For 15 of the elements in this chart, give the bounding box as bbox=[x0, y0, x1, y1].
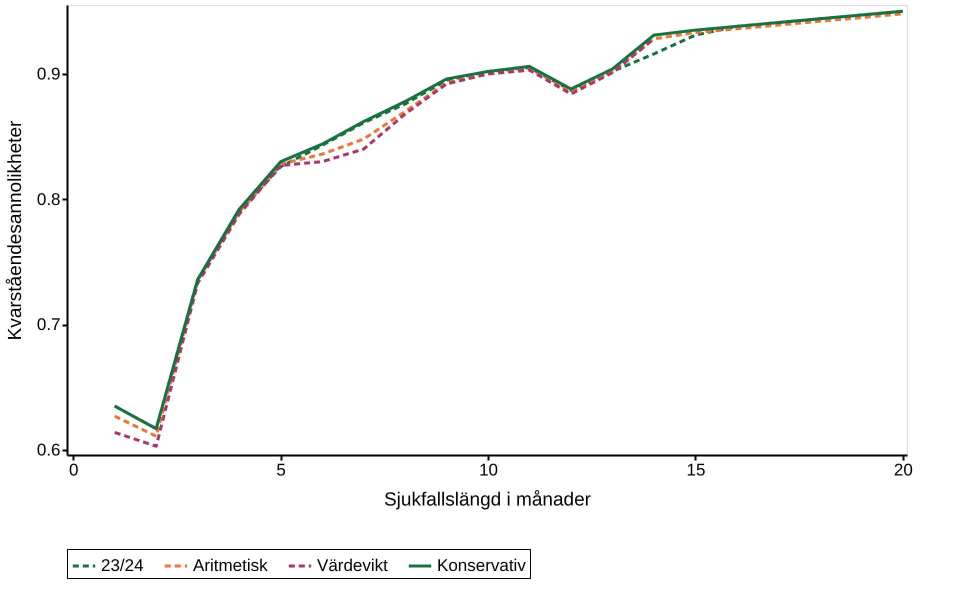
x-axis-title: Sjukfallslängd i månader bbox=[384, 490, 592, 510]
x-tick-label: 20 bbox=[894, 460, 913, 480]
legend-label: Aritmetisk bbox=[193, 556, 268, 575]
legend-label: 23/24 bbox=[101, 556, 144, 575]
x-tick-label: 5 bbox=[276, 460, 286, 480]
y-tick-label: 0.7 bbox=[36, 315, 60, 334]
legend-label: Konservativ bbox=[437, 556, 526, 575]
x-tick-label: 15 bbox=[686, 460, 706, 480]
y-tick-label: 0.6 bbox=[36, 440, 60, 460]
x-tick-label: 0 bbox=[68, 460, 78, 480]
legend-label: Värdevikt bbox=[317, 556, 388, 575]
y-tick-label: 0.8 bbox=[36, 190, 60, 209]
y-axis-title: Kvarståendesannolikheter bbox=[4, 120, 26, 340]
y-tick-label: 0.9 bbox=[36, 64, 60, 84]
x-tick-label: 10 bbox=[479, 460, 498, 480]
